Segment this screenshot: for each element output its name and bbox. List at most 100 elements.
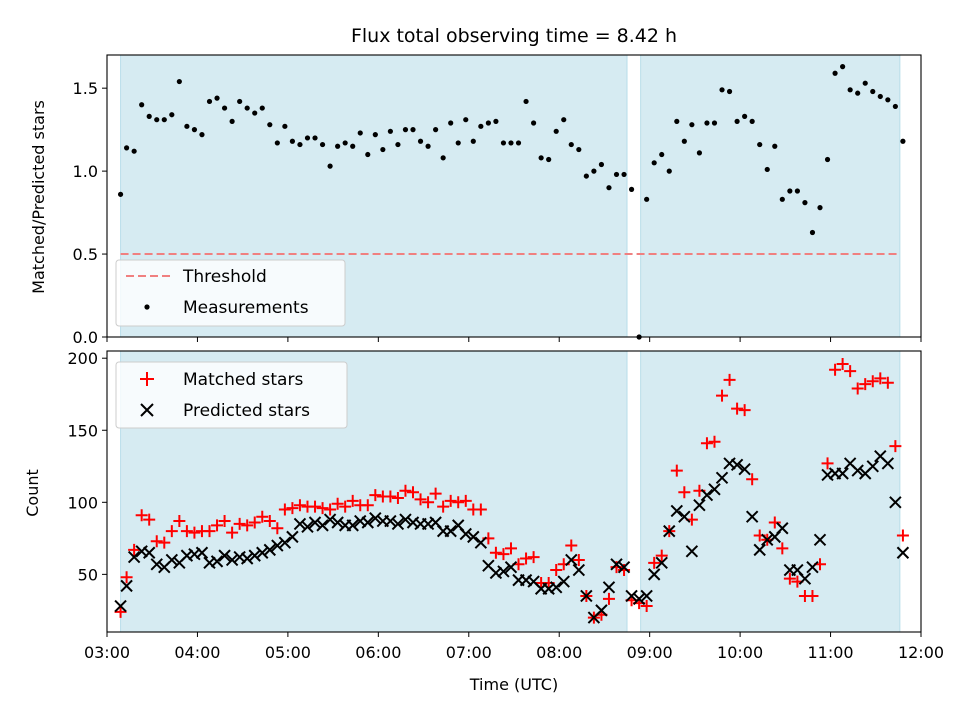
matched-stars-point (150, 535, 163, 548)
predicted-stars-point (286, 530, 299, 544)
predicted-stars-point (647, 568, 661, 581)
measurements-point (794, 188, 800, 194)
matched-stars-point (670, 464, 683, 477)
measurements-point (319, 141, 326, 148)
measurements-point (900, 138, 906, 144)
measurements-point (674, 118, 680, 124)
matched-stars-point (836, 357, 849, 370)
measurements-point (433, 127, 439, 133)
measurements-point (395, 141, 401, 148)
measurements-point (123, 145, 130, 151)
predicted-stars-point (369, 511, 382, 525)
x-axis-label: Time (UTC) (469, 675, 558, 694)
measurements-point (568, 141, 574, 148)
measurements-point (711, 120, 718, 126)
predicted-stars-point (572, 563, 586, 577)
x-tick-label: 04:00 (174, 643, 220, 662)
matched-stars-point (829, 363, 842, 376)
predicted-stars-point (256, 546, 269, 559)
measurements-point (425, 143, 431, 149)
measurements-point (787, 188, 793, 194)
x-tick-label: 07:00 (446, 643, 492, 662)
matched-stars-point (648, 556, 661, 569)
measurements-point (546, 156, 552, 163)
predicted-stars-point (120, 579, 133, 593)
matched-stars-point (309, 500, 322, 513)
predicted-stars-point (218, 549, 231, 562)
measurements-point (380, 146, 386, 153)
predicted-stars-point (851, 464, 864, 477)
legend-predicted-swatch (140, 403, 154, 417)
matched-stars-point (407, 486, 420, 499)
count-axes-frame (106, 350, 922, 633)
predicted-stars-point (753, 543, 766, 557)
predicted-stars-point (361, 516, 374, 529)
measurements-point (417, 138, 424, 144)
measurements-point (289, 138, 296, 144)
measurements-point (154, 117, 160, 123)
matched-stars-point (211, 519, 224, 532)
matched-stars-point (248, 516, 261, 529)
matched-stars-point (527, 551, 540, 564)
predicted-stars-point (889, 496, 902, 509)
measurements-point (478, 123, 484, 129)
predicted-stars-point (610, 558, 623, 571)
legend-measurements-label: Measurements (183, 298, 309, 318)
measurements-point (184, 123, 190, 129)
predicted-stars-point (331, 516, 344, 529)
measurements-point (335, 143, 341, 149)
matched-stars-point (768, 516, 781, 529)
matched-stars-point (859, 378, 872, 391)
matched-stars-point (452, 496, 465, 509)
matched-stars-point (851, 382, 864, 395)
matched-stars-point (271, 522, 284, 535)
matched-stars-point (135, 509, 148, 522)
predicted-stars-point (444, 524, 457, 538)
matched-stars-point (716, 389, 729, 402)
measurements-point (410, 127, 416, 133)
measurements-point (666, 168, 672, 174)
matched-stars-point (723, 373, 736, 386)
predicted-stars-point (323, 513, 337, 526)
predicted-stars-point (399, 513, 412, 526)
count-y-tick-label: 50 (78, 565, 98, 584)
matched-stars-point (889, 440, 902, 453)
measurements-point (214, 95, 220, 101)
measurements-point (892, 103, 898, 110)
measurements-point (651, 160, 657, 166)
matched-stars-point (158, 536, 171, 549)
matched-stars-point (128, 543, 141, 556)
matched-stars-point (278, 503, 291, 516)
predicted-stars-point (715, 471, 729, 485)
measurements-point (704, 120, 710, 126)
legend-predicted-label: Predicted stars (183, 401, 310, 421)
count-y-tick-label: 200 (67, 349, 98, 368)
predicted-stars-point (497, 565, 510, 578)
predicted-stars-point (346, 519, 359, 532)
predicted-stars-point (240, 552, 254, 565)
legend-measurements-swatch (144, 304, 150, 310)
predicted-stars-point (663, 524, 676, 538)
measurements-point (327, 163, 333, 169)
matched-stars-point (602, 592, 615, 605)
measurements-point (696, 150, 703, 156)
chart-title: Flux total observing time = 8.42 h (351, 25, 677, 47)
measurements-point (885, 97, 891, 103)
matched-stars-point (565, 539, 578, 552)
measurements-point (779, 196, 785, 202)
measurements-point (387, 128, 393, 134)
predicted-stars-point (813, 533, 827, 546)
count-legend-box (115, 361, 348, 429)
predicted-stars-point (165, 553, 179, 567)
measurements-point (274, 140, 280, 146)
predicted-stars-point (150, 558, 163, 571)
ratio-y-tick-label: 1.0 (73, 162, 98, 181)
ratio-x-ticks (106, 337, 922, 342)
measurements-point (312, 135, 318, 141)
measurements-point (538, 155, 544, 161)
predicted-stars-point (127, 550, 141, 564)
measurements-point (598, 161, 605, 168)
measurements-point (440, 155, 446, 161)
measurements-point (719, 87, 725, 93)
